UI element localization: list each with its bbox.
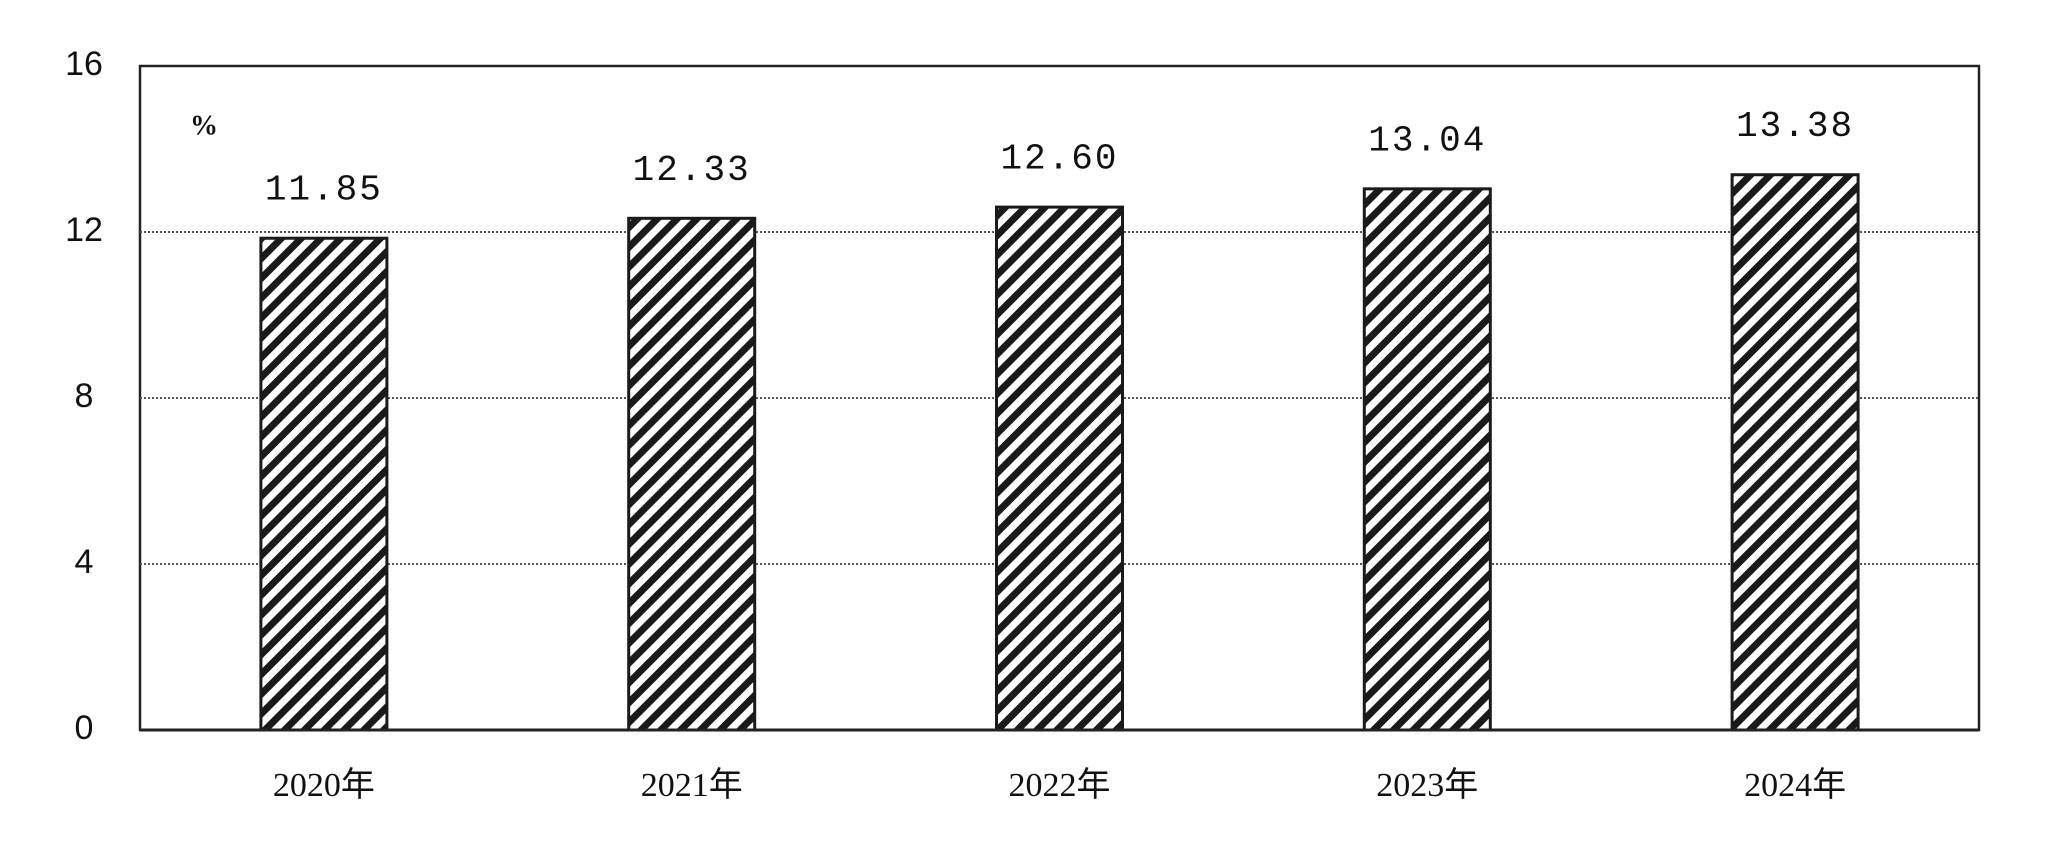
- bar: [1730, 173, 1860, 732]
- value-label: 13.04: [1368, 120, 1486, 161]
- bar: [627, 216, 757, 732]
- y-tick-label: 16: [65, 45, 103, 83]
- x-tick-label: 2024年: [1744, 766, 1846, 804]
- y-tick-label: 0: [75, 709, 94, 747]
- x-tick-label: 2020年: [273, 766, 375, 804]
- value-label: 12.60: [1000, 139, 1118, 180]
- unit-label: %: [190, 110, 218, 141]
- bar: [259, 236, 389, 732]
- y-tick-label: 12: [65, 211, 103, 249]
- y-tick-label: 8: [75, 377, 94, 415]
- bar: [995, 205, 1124, 732]
- y-tick-label: 4: [75, 543, 94, 581]
- x-tick-label: 2023年: [1376, 766, 1478, 804]
- value-label: 13.38: [1736, 106, 1854, 147]
- value-label: 11.85: [265, 170, 383, 211]
- bar: [1362, 187, 1492, 732]
- x-tick-label: 2021年: [641, 766, 743, 804]
- value-label: 12.33: [633, 150, 751, 191]
- x-tick-label: 2022年: [1009, 766, 1111, 804]
